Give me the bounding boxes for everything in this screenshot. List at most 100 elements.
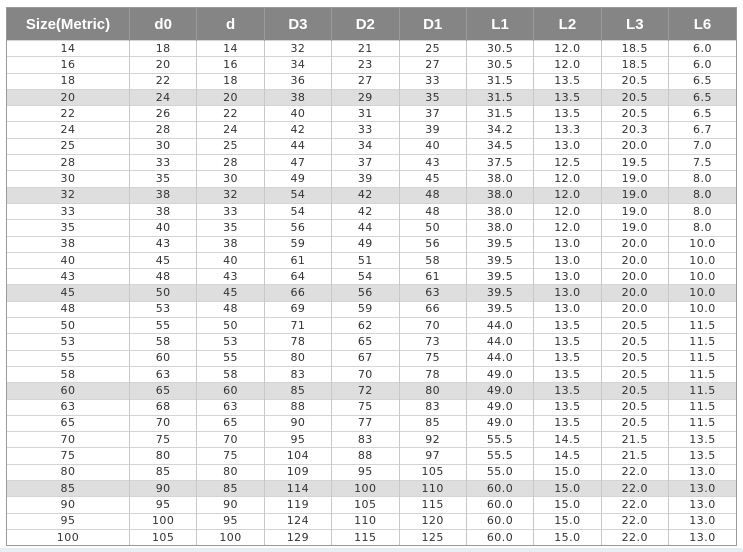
table-row: 28 33 28 47 37 43 37.5 12.5 19.5 7.5 (7, 154, 736, 171)
table-cell: 49 (331, 235, 399, 253)
table-cell: 88 (263, 398, 332, 416)
table-cell: 70 (128, 414, 197, 432)
table-cell: 19.0 (600, 202, 669, 220)
table-cell: 13.0 (668, 463, 736, 481)
table-row: 95 100 95 124 110 120 60.0 15.0 22.0 13.0 (7, 512, 736, 530)
table-cell: 61 (398, 268, 467, 285)
table-cell: 19.0 (600, 186, 669, 204)
table-cell: 11.5 (668, 398, 736, 416)
table-cell: 27 (398, 56, 467, 74)
table-cell: 22 (128, 72, 197, 90)
table-cell: 55.5 (465, 447, 534, 465)
dimension-table: Size(Metric) d0 d D3 D2 D1 L1 L2 L3 L6 14 18 14 32 21… (7, 8, 736, 545)
column-header: L1 (465, 8, 534, 41)
table-cell: 13.5 (533, 349, 602, 367)
table-cell: 70 (331, 365, 399, 383)
table-row: 60 65 60 85 72 80 49.0 13.5 20.5 11.5 (7, 382, 736, 400)
table-cell: 75 (331, 398, 399, 416)
table-cell: 33 (331, 121, 399, 139)
table-cell: 42 (331, 186, 399, 204)
table-cell: 38 (196, 235, 265, 253)
table-row: 30 35 30 49 39 45 38.0 12.0 19.0 8.0 (7, 170, 736, 188)
table-cell: 38 (263, 88, 332, 106)
table-cell: 7.5 (668, 154, 736, 171)
table-cell: 45 (128, 251, 197, 269)
table-cell: 10.0 (668, 300, 736, 318)
table-cell: 43 (196, 268, 265, 285)
table-cell: 119 (263, 496, 332, 514)
table-cell: 13.5 (533, 72, 602, 90)
table-cell: 60 (7, 382, 130, 400)
table-cell: 70 (398, 317, 467, 334)
table-header: Size(Metric) d0 d D3 D2 D1 L1 L2 L3 L6 (7, 8, 736, 41)
table-cell: 30 (128, 137, 197, 155)
table-cell: 20.3 (600, 121, 669, 139)
table-cell: 65 (7, 414, 130, 432)
table-cell: 66 (398, 300, 467, 318)
table-cell: 90 (196, 496, 265, 514)
table-cell: 6.5 (668, 105, 736, 122)
table-cell: 85 (7, 480, 130, 497)
table-cell: 27 (331, 72, 399, 90)
table-row: 25 30 25 44 34 40 34.5 13.0 20.0 7.0 (7, 137, 736, 155)
table-cell: 35 (196, 219, 265, 237)
table-cell: 33 (398, 72, 467, 90)
table-cell: 75 (7, 447, 130, 465)
table-cell: 34 (263, 56, 332, 74)
table-cell: 90 (7, 496, 130, 514)
table-cell: 61 (263, 251, 332, 269)
table-cell: 21 (331, 39, 399, 57)
table-cell: 114 (263, 480, 332, 497)
table-cell: 60.0 (465, 496, 534, 514)
table-cell: 75 (398, 349, 467, 367)
table-cell: 95 (196, 512, 265, 530)
table-cell: 80 (263, 349, 332, 367)
table-cell: 15.0 (533, 512, 602, 530)
table-cell: 31.5 (465, 72, 534, 90)
table-cell: 12.0 (533, 186, 602, 204)
table-cell: 35 (128, 170, 197, 188)
table-cell: 8.0 (668, 170, 736, 188)
table-cell: 59 (331, 300, 399, 318)
table-cell: 53 (7, 333, 130, 351)
table-cell: 67 (331, 349, 399, 367)
table-cell: 40 (398, 137, 467, 155)
table-row: 58 63 58 83 70 78 49.0 13.5 20.5 11.5 (7, 365, 736, 383)
table-cell: 58 (196, 365, 265, 383)
table-cell: 11.5 (668, 333, 736, 351)
table-cell: 51 (331, 251, 399, 269)
table-cell: 33 (7, 202, 130, 220)
column-header: d (196, 8, 265, 41)
table-cell: 54 (331, 268, 399, 285)
table-cell: 21.5 (600, 447, 669, 465)
table-row: 80 85 80 109 95 105 55.0 15.0 22.0 13.0 (7, 463, 736, 481)
table-cell: 50 (128, 284, 197, 302)
table-cell: 43 (128, 235, 197, 253)
column-header: Size(Metric) (7, 8, 130, 41)
table-cell: 38.0 (465, 219, 534, 237)
table-cell: 11.5 (668, 365, 736, 383)
table-cell: 58 (7, 365, 130, 383)
table-row: 100 105 100 129 115 125 60.0 15.0 22.0 13.0 (7, 528, 736, 545)
table-cell: 49.0 (465, 398, 534, 416)
table-cell: 13.5 (533, 414, 602, 432)
table-cell: 64 (263, 268, 332, 285)
table-cell: 37 (398, 105, 467, 122)
table-cell: 36 (263, 72, 332, 90)
table-row: 48 53 48 69 59 66 39.5 13.0 20.0 10.0 (7, 300, 736, 318)
table-row: 20 24 20 38 29 35 31.5 13.5 20.5 6.5 (7, 88, 736, 106)
table-body: 14 18 14 32 21 25 30.5 12.0 18.5 6.0 16 20 16 34 23 27 3… (7, 39, 736, 545)
table-cell: 95 (7, 512, 130, 530)
table-cell: 115 (398, 496, 467, 514)
column-header: L2 (533, 8, 602, 41)
table-cell: 23 (331, 56, 399, 74)
table-row: 85 90 85 114 100 110 60.0 15.0 22.0 13.0 (7, 480, 736, 497)
table-cell: 44 (331, 219, 399, 237)
table-cell: 50 (196, 317, 265, 334)
table-cell: 30.5 (465, 39, 534, 57)
table-cell: 25 (7, 137, 130, 155)
table-cell: 28 (196, 154, 265, 171)
table-cell: 48 (7, 300, 130, 318)
table-cell: 13.5 (533, 398, 602, 416)
table-cell: 120 (398, 512, 467, 530)
